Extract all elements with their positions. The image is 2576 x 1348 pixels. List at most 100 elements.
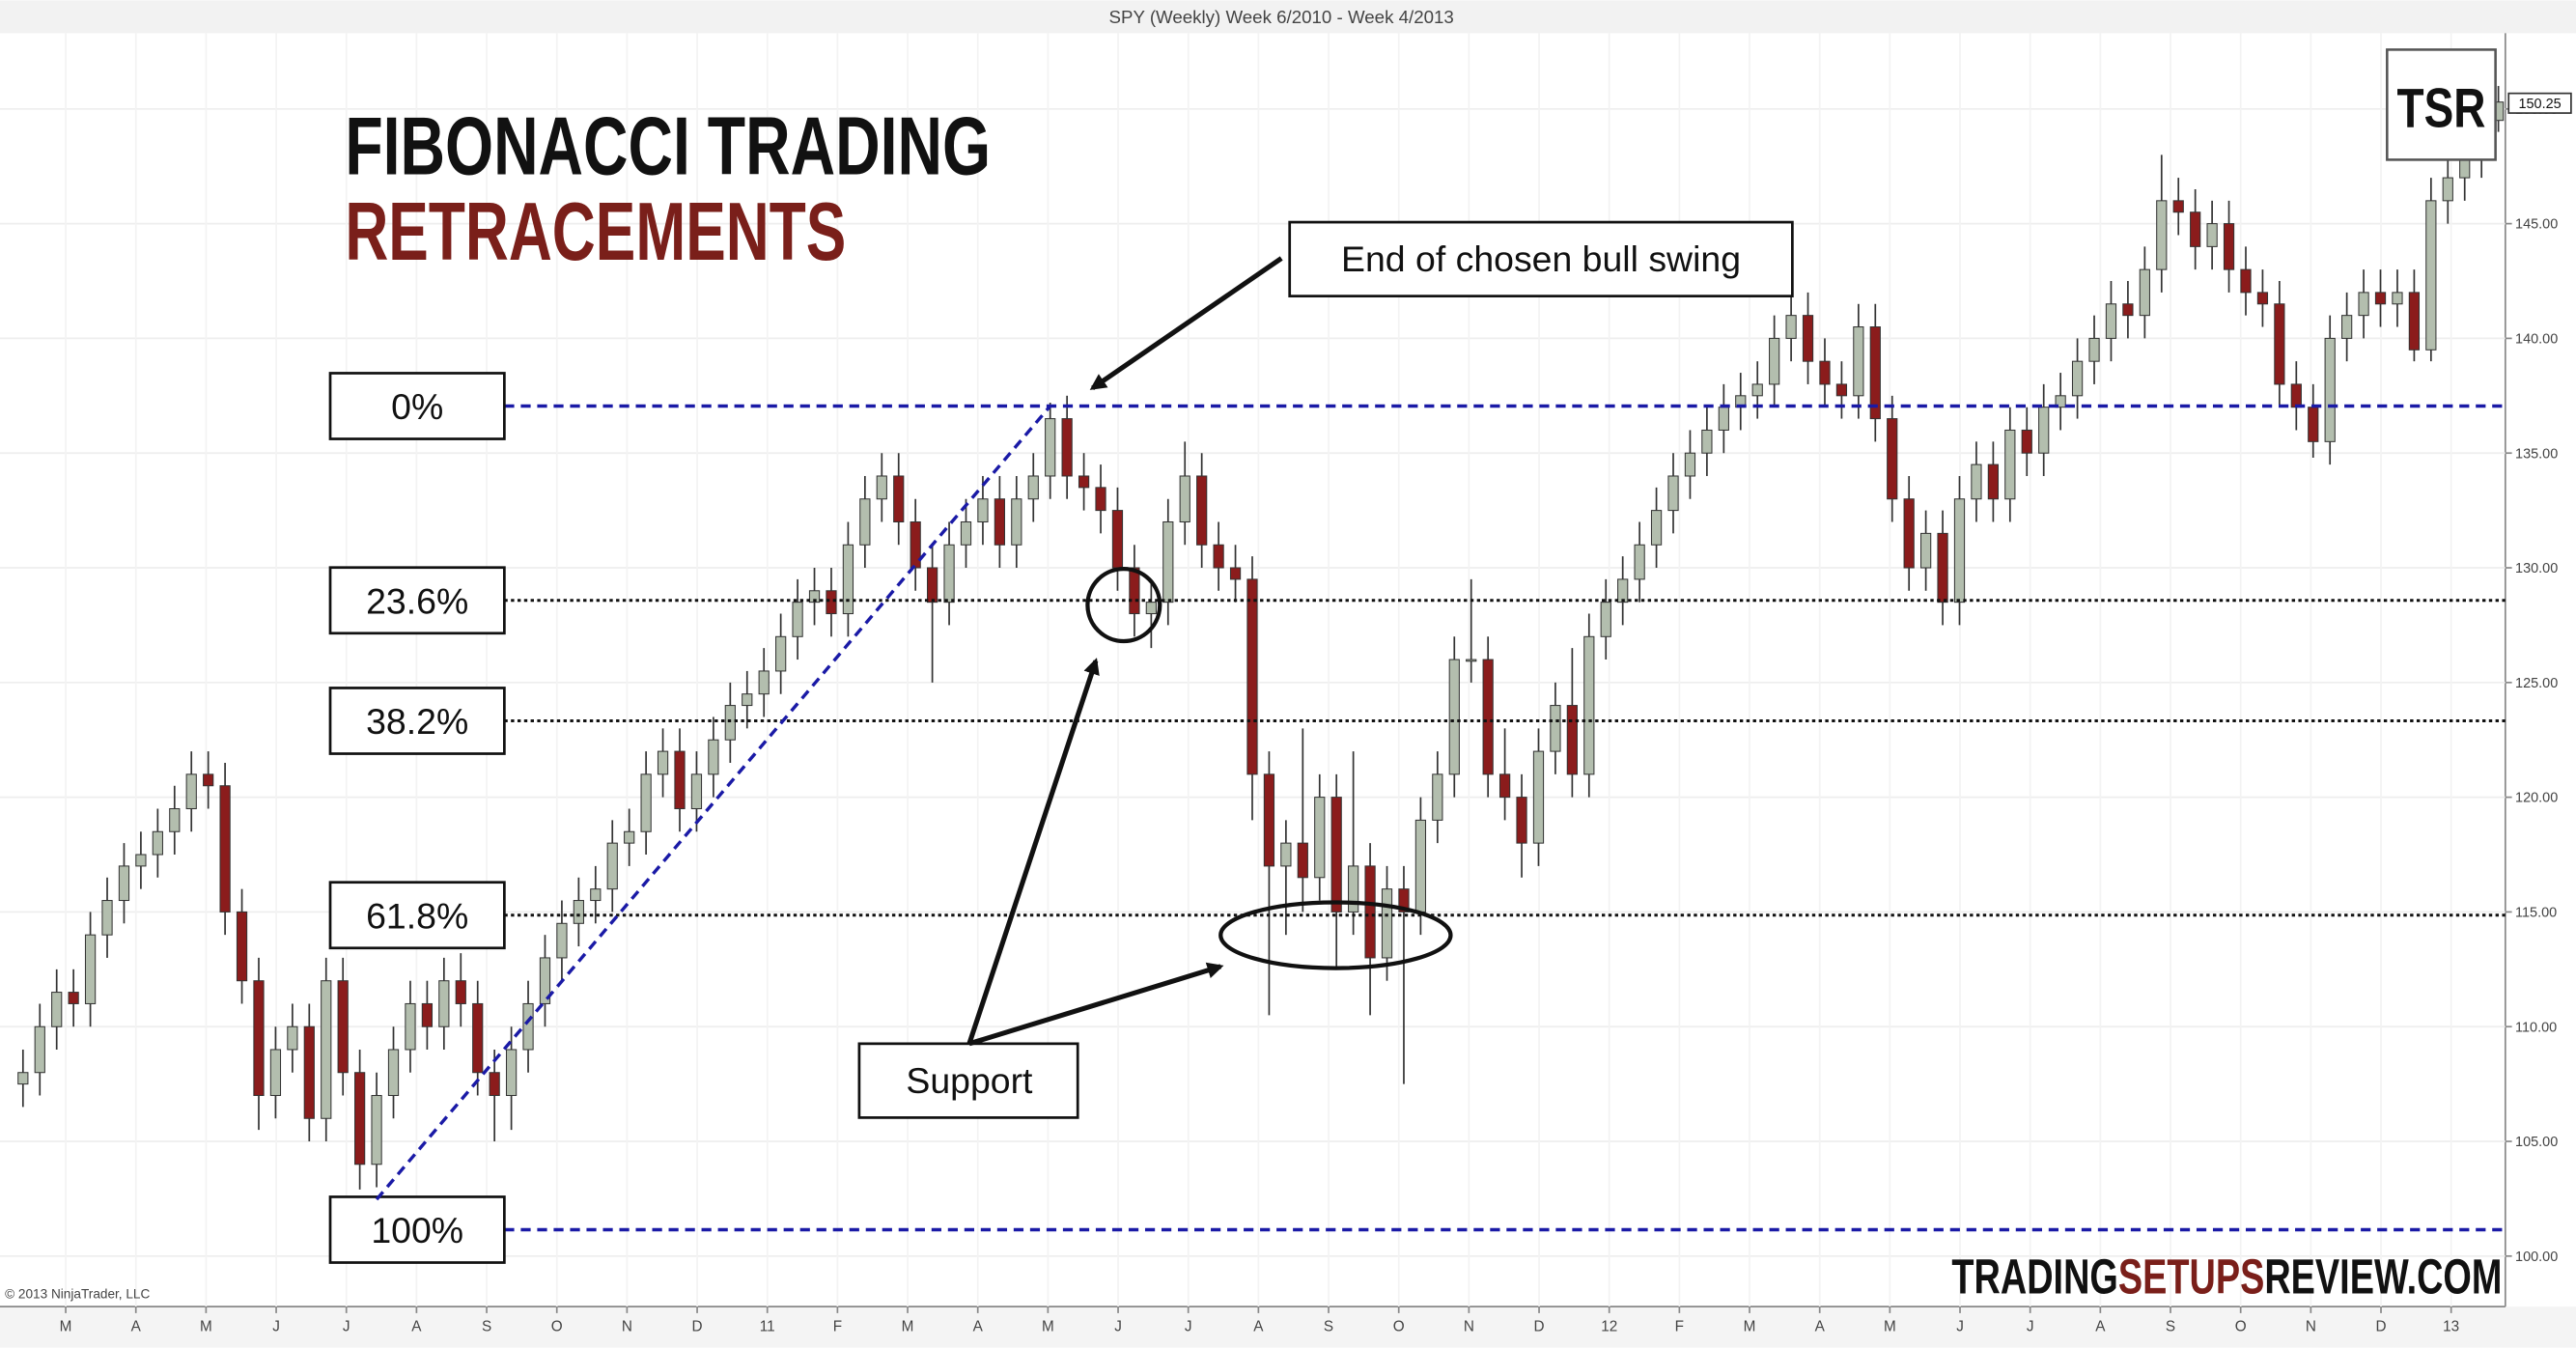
x-tick-label: A [1253, 1319, 1264, 1335]
candle-body [2256, 292, 2269, 305]
candle-body [1516, 797, 1527, 844]
candle-body [960, 520, 972, 546]
candle-body [421, 1002, 434, 1027]
candle-body [1718, 407, 1729, 431]
candle-body [169, 807, 181, 832]
x-tick-label: F [833, 1319, 842, 1335]
candle-body [640, 773, 652, 832]
candle-body [505, 1049, 518, 1097]
candle-body [1027, 475, 1039, 500]
candle-body [522, 1002, 534, 1051]
candle-body [1869, 326, 1881, 420]
copyright: © 2013 NinjaTrader, LLC [5, 1287, 150, 1302]
candle-body [2206, 223, 2218, 247]
candle-body [842, 544, 854, 615]
candle-body [1853, 326, 1864, 397]
candle-body [34, 1025, 45, 1074]
candle-body [708, 739, 719, 775]
website-part: SETUPS [2118, 1249, 2264, 1304]
chart-title: SPY (Weekly) Week 6/2010 - Week 4/2013 [1109, 7, 1454, 27]
candle-body [2408, 292, 2421, 351]
candle-body [2392, 292, 2403, 305]
x-tick-label: N [2306, 1319, 2316, 1335]
candle-body [539, 957, 551, 1004]
last-price-box [2507, 92, 2572, 114]
candle-body [1498, 773, 1511, 799]
logo-box [2386, 48, 2497, 161]
candle-body [387, 1049, 400, 1097]
last-price-label: 150.25 [2518, 97, 2561, 112]
candle-body [2223, 223, 2235, 270]
candle-body [1196, 475, 1208, 546]
website-part: REVIEW.COM [2264, 1249, 2502, 1304]
candle-body [405, 1002, 416, 1051]
candle-body [1330, 797, 1342, 913]
fib-label: 100% [371, 1210, 463, 1250]
candle-body [2172, 200, 2184, 213]
candle-body [1297, 842, 1308, 879]
fib-label: 0% [391, 386, 443, 427]
y-tick-label: 105.00 [2515, 1135, 2558, 1150]
y-tick-label: 120.00 [2515, 791, 2558, 806]
candle-body [1111, 510, 1124, 569]
candle-body [775, 635, 787, 672]
candle-body [203, 773, 214, 787]
candle-body [1600, 602, 1611, 637]
candle-body [1061, 418, 1073, 477]
x-tick-label: J [2027, 1319, 2034, 1335]
x-axis-band [0, 1306, 2576, 1348]
annotation-box [857, 1042, 1079, 1119]
candle-body [1314, 797, 1326, 879]
candle-body [2374, 292, 2387, 305]
candle-body [808, 590, 821, 604]
candle-body [1684, 452, 1696, 477]
candle-body [590, 888, 602, 902]
fib-label: 61.8% [366, 895, 468, 936]
x-tick-label: M [1744, 1319, 1756, 1335]
candle-body [1920, 532, 1932, 569]
candle-body [1011, 498, 1022, 546]
arrow [968, 962, 1224, 1047]
x-tick-label: S [1324, 1319, 1333, 1335]
candle-body [2290, 383, 2302, 408]
candle-body [472, 1002, 484, 1074]
candle-body [1583, 635, 1595, 775]
y-tick-label: 140.00 [2515, 332, 2558, 348]
logo: TSR [2397, 77, 2486, 139]
x-tick-label: F [1675, 1319, 1684, 1335]
y-tick-label: 115.00 [2515, 906, 2557, 921]
candle-body [1095, 487, 1106, 512]
x-tick-label: N [622, 1319, 632, 1335]
candle-body [977, 498, 989, 523]
candle-body [1566, 705, 1578, 775]
highlight-circle [1085, 566, 1162, 644]
candle-body [253, 980, 265, 1097]
candle-body [2122, 303, 2134, 317]
candle-body [438, 980, 450, 1027]
candle-body [2139, 268, 2150, 317]
fib-label-box [328, 566, 506, 635]
candle-body [2038, 407, 2050, 454]
candle-body [826, 590, 837, 615]
candle-body [1617, 578, 1629, 604]
candle-body [2341, 315, 2353, 339]
candle-body [2021, 429, 2032, 454]
candle-body [1162, 520, 1174, 604]
candle-body [1482, 659, 1494, 775]
candle-body [690, 773, 703, 810]
y-axis-band [2505, 33, 2576, 1307]
x-tick-label: 12 [1601, 1319, 1617, 1335]
candle-body [51, 992, 63, 1027]
candle-body [1348, 865, 1359, 913]
x-tick-label: O [551, 1319, 563, 1335]
candle-body [1650, 510, 1663, 546]
x-tick-label: A [411, 1319, 422, 1335]
candle-body [674, 750, 686, 810]
candle-body [354, 1072, 366, 1165]
x-tick-label: J [343, 1319, 350, 1335]
candle-body [1381, 888, 1393, 959]
candle-body [742, 693, 753, 707]
candle-body [1280, 842, 1292, 867]
x-tick-label: D [1534, 1319, 1545, 1335]
fib-label-box [328, 1195, 506, 1264]
